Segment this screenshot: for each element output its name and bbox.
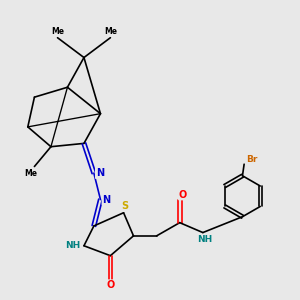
Text: Me: Me (104, 27, 117, 36)
Text: NH: NH (197, 235, 212, 244)
Text: N: N (96, 168, 104, 178)
Text: Me: Me (51, 27, 64, 36)
Text: Br: Br (246, 155, 257, 164)
Text: NH: NH (65, 241, 80, 250)
Text: O: O (179, 190, 187, 200)
Text: N: N (102, 194, 110, 205)
Text: O: O (106, 280, 115, 290)
Text: Me: Me (25, 169, 38, 178)
Text: S: S (122, 201, 129, 211)
